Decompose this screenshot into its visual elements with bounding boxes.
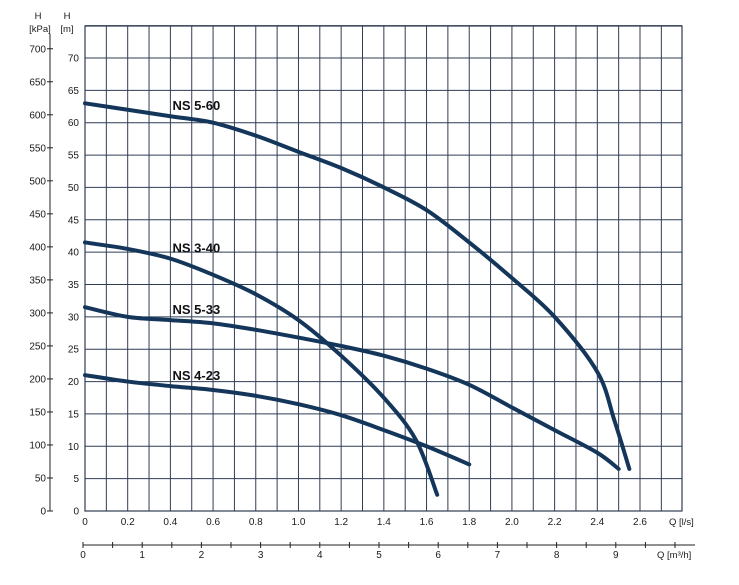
x-tick-label: 0.8 <box>249 517 263 528</box>
x2-tick-label: 8 <box>554 550 560 561</box>
y-kpa-tick-label: 600 <box>29 110 46 121</box>
x2-tick-label: 0 <box>80 550 86 561</box>
y-kpa-axis-unit: H <box>35 11 42 22</box>
y-m-axis-unit: H <box>64 11 71 22</box>
y-m-tick-label: 25 <box>68 345 80 356</box>
x2-tick-label: 3 <box>258 550 264 561</box>
y-kpa-tick-label: 700 <box>29 44 46 55</box>
y-m-tick-label: 60 <box>68 118 80 129</box>
plot-frame <box>84 25 683 512</box>
y-kpa-tick-label: 500 <box>29 176 46 187</box>
x2-axis-label: Q [m³/h] <box>657 550 691 561</box>
y-m-tick-label: 20 <box>68 377 80 388</box>
x-tick-label: 2.6 <box>633 517 647 528</box>
y-m-tick-label: 50 <box>68 183 80 194</box>
x2-tick-label: 1 <box>139 550 145 561</box>
x-tick-label: 2.0 <box>505 517 519 528</box>
x-tick-label: 0 <box>82 517 88 528</box>
y-kpa-tick-label: 350 <box>29 275 46 286</box>
curve-line <box>83 373 472 467</box>
x-tick-label: 2.4 <box>590 517 604 528</box>
x-tick-label: 1.6 <box>420 517 434 528</box>
x-tick-label: 1.4 <box>377 517 391 528</box>
x-tick-label: 0.2 <box>121 517 135 528</box>
curve-line <box>83 240 440 497</box>
y-kpa-tick-label: 400 <box>29 242 46 253</box>
curve-label: NS 4-23 <box>173 368 221 383</box>
x2-tick-label: 9 <box>613 550 619 561</box>
y-m-tick-label: 70 <box>68 54 80 65</box>
x-tick-label: 0.4 <box>163 517 177 528</box>
y-m-tick-label: 15 <box>68 409 80 420</box>
y-kpa-tick-label: 100 <box>29 440 46 451</box>
y-m-tick-label: 30 <box>68 312 80 323</box>
chart-tick-labels: H [kPa] H [m] Q [l/s] Q [m³/h] 050100150… <box>29 11 694 561</box>
x-tick-label: 2.2 <box>548 517 562 528</box>
y-m-tick-label: 55 <box>68 151 80 162</box>
curve-line <box>83 305 621 471</box>
y-kpa-tick-label: 650 <box>29 77 46 88</box>
y-kpa-tick-label: 550 <box>29 143 46 154</box>
y-kpa-tick-label: 0 <box>40 507 46 518</box>
chart-axes <box>47 34 695 548</box>
y-m-tick-label: 35 <box>68 280 80 291</box>
y-m-tick-label: 5 <box>73 474 79 485</box>
y-kpa-tick-label: 50 <box>35 473 47 484</box>
curve-label: NS 5-33 <box>173 302 221 317</box>
y-m-tick-label: 65 <box>68 86 80 97</box>
y-kpa-axis-sub: [kPa] <box>29 24 51 35</box>
x2-tick-label: 7 <box>495 550 501 561</box>
x-tick-label: 1.0 <box>292 517 306 528</box>
x2-tick-label: 2 <box>199 550 205 561</box>
y-m-axis-sub: [m] <box>60 24 73 35</box>
y-m-tick-label: 10 <box>68 442 80 453</box>
y-kpa-tick-label: 250 <box>29 341 46 352</box>
x2-tick-label: 4 <box>317 550 323 561</box>
chart-curves <box>83 101 632 497</box>
curve-label: NS 5-60 <box>173 98 221 113</box>
x2-tick-label: 5 <box>376 550 382 561</box>
y-kpa-tick-label: 200 <box>29 374 46 385</box>
y-m-tick-label: 45 <box>68 215 80 226</box>
y-m-tick-label: 0 <box>73 507 79 518</box>
curve-label: NS 3-40 <box>173 241 221 256</box>
y-kpa-tick-label: 450 <box>29 209 46 220</box>
x-tick-label: 1.2 <box>334 517 348 528</box>
x-tick-label: 1.8 <box>462 517 476 528</box>
y-kpa-tick-label: 150 <box>29 407 46 418</box>
x-tick-label: 0.6 <box>206 517 220 528</box>
y-kpa-tick-label: 300 <box>29 308 46 319</box>
y-m-tick-label: 40 <box>68 248 80 259</box>
x2-tick-label: 6 <box>435 550 441 561</box>
x-axis-label: Q [l/s] <box>669 517 694 528</box>
curve-line <box>83 101 632 471</box>
